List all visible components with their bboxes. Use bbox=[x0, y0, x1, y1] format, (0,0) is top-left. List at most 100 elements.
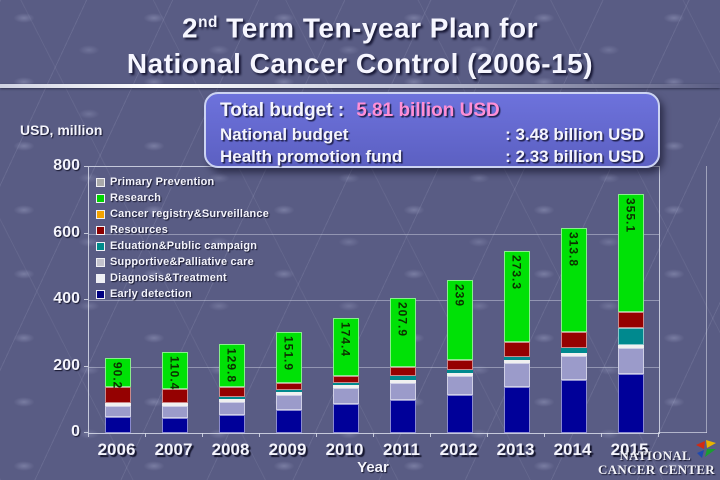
bar-segment bbox=[104, 406, 131, 418]
bar-segment bbox=[446, 373, 473, 377]
legend-item: Diagnosis&Treatment bbox=[96, 270, 269, 286]
x-tick-label: 2010 bbox=[325, 440, 364, 459]
bar-segment bbox=[446, 359, 473, 371]
bar-segment bbox=[218, 397, 245, 400]
legend-label: Research bbox=[110, 192, 162, 204]
bar-segment bbox=[332, 388, 359, 405]
y-tick-mark bbox=[84, 232, 88, 234]
ncc-logo-line1: NATIONAL bbox=[619, 448, 691, 463]
title-ordinal-suffix: nd bbox=[198, 14, 218, 31]
ncc-logo: NATIONAL CANCER CENTER bbox=[598, 440, 716, 477]
bar-value-label: 313.8 bbox=[566, 231, 581, 267]
x-tick-label: 2015 bbox=[610, 440, 649, 459]
bar-segment bbox=[275, 395, 302, 410]
bar-segment bbox=[503, 357, 530, 361]
y-axis-tick-labels: 0 200 400 600 800 bbox=[28, 157, 80, 440]
stacked-bar: 207.9 bbox=[389, 297, 416, 433]
total-budget-label: Total budget : bbox=[220, 100, 345, 121]
total-budget-row: Total budget : 5.81 billion USD bbox=[220, 98, 644, 124]
bar-segment bbox=[560, 348, 587, 353]
bar-segment bbox=[161, 417, 188, 433]
gridlines bbox=[89, 167, 659, 433]
bar-column: 151.9 bbox=[260, 167, 317, 433]
legend-item: Primary Prevention bbox=[96, 174, 269, 190]
y-tick-label: 200 bbox=[53, 356, 80, 374]
bar-column: 313.8 bbox=[545, 167, 602, 433]
bar-segment bbox=[275, 409, 302, 433]
bar-segment bbox=[446, 370, 473, 374]
y-tick-mark bbox=[84, 365, 88, 367]
bar-value-label: 207.9 bbox=[395, 301, 410, 337]
health-fund-value: : 2.33 billion USD bbox=[505, 147, 644, 166]
y-tick-mark bbox=[84, 432, 88, 433]
budget-box: Total budget : 5.81 billion USD National … bbox=[204, 92, 660, 168]
x-tick-mark bbox=[658, 433, 659, 437]
plot-area: 90.2 110.4 129.8 151.9 174.4 207.9 239 273.3 313… bbox=[88, 166, 660, 434]
bar-segment bbox=[161, 405, 188, 418]
ncc-logo-icon bbox=[696, 440, 716, 458]
bar-segment: 90.2 bbox=[104, 357, 131, 389]
bar-value-label: 151.9 bbox=[281, 336, 296, 372]
legend-label: Diagnosis&Treatment bbox=[110, 272, 227, 284]
stacked-bar: 151.9 bbox=[275, 332, 302, 433]
x-tick-label: 2006 bbox=[97, 440, 136, 459]
legend-label: Early detection bbox=[110, 288, 192, 300]
y-axis-ticks bbox=[84, 166, 88, 433]
x-tick-mark bbox=[88, 433, 89, 437]
bar-segment bbox=[389, 366, 416, 377]
x-tick-mark bbox=[544, 433, 545, 437]
legend-label: Primary Prevention bbox=[110, 176, 215, 188]
x-tick-label: 2014 bbox=[553, 440, 592, 459]
bar-segment bbox=[161, 402, 188, 406]
bar-segment bbox=[218, 399, 245, 403]
x-tick-mark bbox=[202, 433, 203, 437]
ncc-logo-line2: CANCER CENTER bbox=[598, 462, 715, 477]
x-tick-mark bbox=[601, 433, 602, 437]
bar-segment bbox=[332, 375, 359, 384]
x-tick-mark bbox=[316, 433, 317, 437]
bar-column: 355.1 bbox=[602, 167, 659, 433]
total-budget-value: 5.81 billion USD bbox=[356, 100, 500, 121]
bar-segment bbox=[389, 376, 416, 380]
bar-segment: 174.4 bbox=[332, 317, 359, 376]
bar-segment bbox=[503, 387, 530, 433]
bar-segment bbox=[389, 379, 416, 383]
bar-segment bbox=[560, 355, 587, 381]
stacked-bar: 273.3 bbox=[503, 251, 530, 433]
x-tick-mark bbox=[487, 433, 488, 437]
bar-segment bbox=[617, 344, 644, 348]
x-tick-label: 2012 bbox=[439, 440, 478, 459]
bar-value-label: 239 bbox=[452, 284, 467, 308]
health-fund-row: Health promotion fund : 2.33 billion USD bbox=[220, 146, 644, 168]
x-axis-baseline-extension bbox=[658, 432, 707, 433]
legend-item: Eduation&Public campaign bbox=[96, 238, 269, 254]
bar-value-label: 110.4 bbox=[167, 356, 182, 391]
national-budget-label: National budget bbox=[220, 125, 349, 144]
x-tick-mark bbox=[145, 433, 146, 437]
y-tick-label: 600 bbox=[53, 223, 80, 241]
legend-swatch bbox=[96, 193, 105, 203]
legend-swatch bbox=[96, 289, 105, 299]
national-budget-value: : 3.48 billion USD bbox=[505, 125, 644, 144]
bar-segment bbox=[446, 395, 473, 433]
bar-segment bbox=[218, 414, 245, 433]
bar-segment bbox=[446, 376, 473, 396]
bar-segment: 110.4 bbox=[161, 352, 188, 391]
bar-segment bbox=[104, 403, 131, 407]
bar-column: 90.2 bbox=[89, 167, 146, 433]
bar-segment bbox=[104, 387, 131, 404]
bar-segment bbox=[218, 387, 245, 398]
legend-item: Cancer registry&Surveillance bbox=[96, 206, 269, 222]
title-line2: National Cancer Control (2006-15) bbox=[126, 48, 594, 80]
bar-segment bbox=[503, 363, 530, 388]
bar-segment: 207.9 bbox=[389, 297, 416, 367]
bar-segment bbox=[617, 374, 644, 433]
x-tick-mark bbox=[373, 433, 374, 437]
y-tick-label: 0 bbox=[71, 423, 80, 440]
gridline bbox=[89, 300, 659, 301]
legend-swatch bbox=[96, 225, 105, 235]
legend-swatch bbox=[96, 241, 105, 251]
bar-column: 129.8 bbox=[203, 167, 260, 433]
stacked-bar: 355.1 bbox=[617, 193, 644, 433]
bar-segment: 355.1 bbox=[617, 193, 644, 312]
